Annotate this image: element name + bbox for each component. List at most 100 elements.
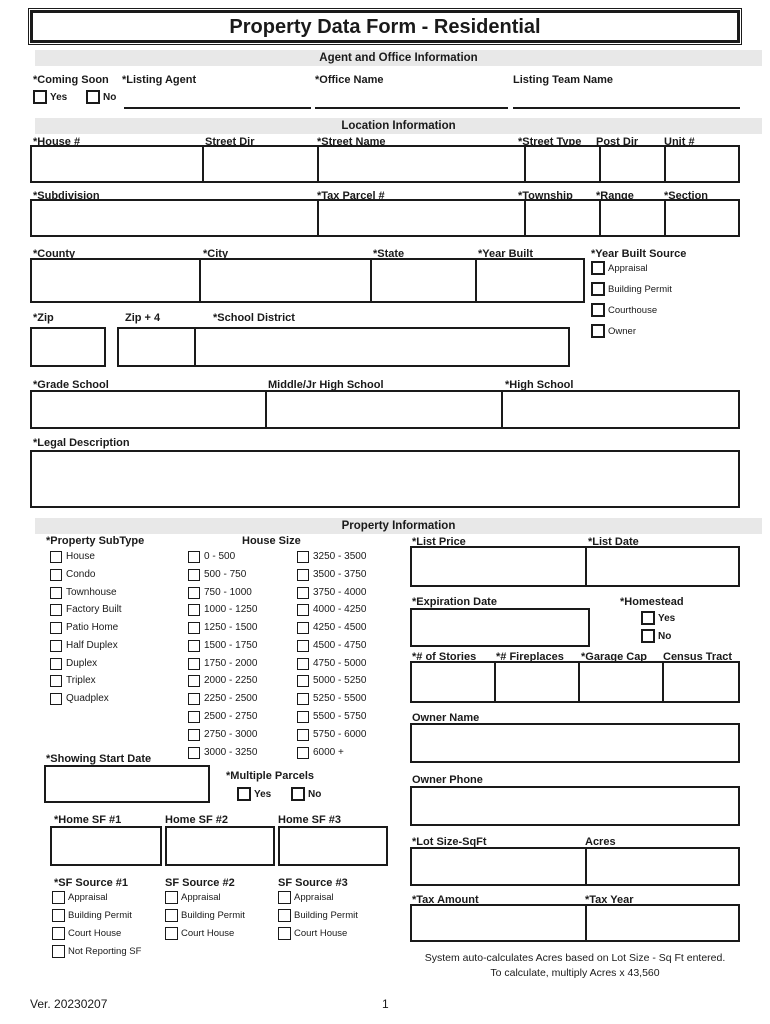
homestead-no-checkbox[interactable] xyxy=(641,629,655,643)
house-size-checkbox[interactable] xyxy=(188,587,200,599)
subdivision-field[interactable] xyxy=(30,199,319,237)
home-sf2-field[interactable] xyxy=(165,826,275,866)
expiration-date-field[interactable] xyxy=(410,608,590,647)
listing-agent-input[interactable] xyxy=(124,93,311,109)
house-size-checkbox[interactable] xyxy=(188,551,200,563)
coming-soon-no-checkbox[interactable] xyxy=(86,90,100,104)
house-size-checkbox[interactable] xyxy=(297,622,309,634)
sf3-building-permit-checkbox[interactable] xyxy=(278,909,291,922)
zip4-field[interactable] xyxy=(117,327,196,367)
grade-school-field[interactable] xyxy=(30,390,267,429)
subtype-townhouse-checkbox[interactable] xyxy=(50,587,62,599)
sf2-appraisal-label: Appraisal xyxy=(181,892,221,903)
subtype-house-checkbox[interactable] xyxy=(50,551,62,563)
house-size-checkbox[interactable] xyxy=(188,675,200,687)
homestead-yes-checkbox[interactable] xyxy=(641,611,655,625)
house-size-checkbox[interactable] xyxy=(297,569,309,581)
house-size-checkbox[interactable] xyxy=(297,675,309,687)
legal-description-field[interactable] xyxy=(30,450,740,508)
county-field[interactable] xyxy=(30,258,201,303)
garage-cap-field[interactable] xyxy=(578,661,664,703)
sf2-court-house-checkbox[interactable] xyxy=(165,927,178,940)
subtype-triplex-checkbox[interactable] xyxy=(50,675,62,687)
year-built-source-owner-checkbox[interactable] xyxy=(591,324,605,338)
sf3-court-house-label: Court House xyxy=(294,928,348,939)
house-size-checkbox[interactable] xyxy=(297,658,309,670)
high-school-field[interactable] xyxy=(501,390,740,429)
house-size-checkbox[interactable] xyxy=(297,604,309,616)
tax-parcel-field[interactable] xyxy=(317,199,526,237)
subtype-duplex-checkbox[interactable] xyxy=(50,658,62,670)
sf1-not-reporting-checkbox[interactable] xyxy=(52,945,65,958)
year-built-source-building-permit-checkbox[interactable] xyxy=(591,282,605,296)
year-built-field[interactable] xyxy=(475,258,585,303)
house-size-checkbox[interactable] xyxy=(297,747,309,759)
sf3-court-house-checkbox[interactable] xyxy=(278,927,291,940)
section-field[interactable] xyxy=(664,199,740,237)
list-price-field[interactable] xyxy=(410,546,587,587)
house-size-checkbox[interactable] xyxy=(188,747,200,759)
street-name-field[interactable] xyxy=(317,145,526,183)
school-district-label: *School District xyxy=(213,312,295,324)
house-size-checkbox[interactable] xyxy=(188,604,200,616)
owner-phone-field[interactable] xyxy=(410,786,740,826)
sf3-appraisal-checkbox[interactable] xyxy=(278,891,291,904)
city-field[interactable] xyxy=(199,258,372,303)
home-sf1-field[interactable] xyxy=(50,826,162,866)
house-size-option-label: 5500 - 5750 xyxy=(313,711,367,722)
sf1-building-permit-checkbox[interactable] xyxy=(52,909,65,922)
house-size-checkbox[interactable] xyxy=(188,658,200,670)
owner-name-field[interactable] xyxy=(410,723,740,763)
subtype-condo-checkbox[interactable] xyxy=(50,569,62,581)
subtype-patio-home-checkbox[interactable] xyxy=(50,622,62,634)
tax-year-field[interactable] xyxy=(585,904,740,942)
census-tract-field[interactable] xyxy=(662,661,740,703)
year-built-source-appraisal-checkbox[interactable] xyxy=(591,261,605,275)
house-size-checkbox[interactable] xyxy=(297,640,309,652)
house-size-checkbox[interactable] xyxy=(188,693,200,705)
stories-field[interactable] xyxy=(410,661,496,703)
year-built-source-courthouse-checkbox[interactable] xyxy=(591,303,605,317)
house-size-checkbox[interactable] xyxy=(188,640,200,652)
house-size-checkbox[interactable] xyxy=(188,569,200,581)
post-dir-field[interactable] xyxy=(599,145,666,183)
house-size-checkbox[interactable] xyxy=(297,711,309,723)
house-size-checkbox[interactable] xyxy=(297,693,309,705)
school-district-field[interactable] xyxy=(194,327,570,367)
coming-soon-yes-checkbox[interactable] xyxy=(33,90,47,104)
multiple-parcels-yes-checkbox[interactable] xyxy=(237,787,251,801)
sf2-court-house-label: Court House xyxy=(181,928,235,939)
township-field[interactable] xyxy=(524,199,601,237)
house-size-checkbox[interactable] xyxy=(297,587,309,599)
house-size-checkbox[interactable] xyxy=(297,729,309,741)
subtype-quadplex-checkbox[interactable] xyxy=(50,693,62,705)
house-size-checkbox[interactable] xyxy=(188,622,200,634)
subtype-half-duplex-checkbox[interactable] xyxy=(50,640,62,652)
home-sf3-field[interactable] xyxy=(278,826,388,866)
sf1-court-house-checkbox[interactable] xyxy=(52,927,65,940)
multiple-parcels-no-checkbox[interactable] xyxy=(291,787,305,801)
house-size-checkbox[interactable] xyxy=(188,711,200,723)
sf2-building-permit-checkbox[interactable] xyxy=(165,909,178,922)
listing-team-input[interactable] xyxy=(513,93,740,109)
tax-amount-field[interactable] xyxy=(410,904,587,942)
unit-number-field[interactable] xyxy=(664,145,740,183)
state-field[interactable] xyxy=(370,258,477,303)
office-name-input[interactable] xyxy=(315,93,508,109)
acres-field[interactable] xyxy=(585,847,740,886)
list-date-field[interactable] xyxy=(585,546,740,587)
house-number-field[interactable] xyxy=(30,145,204,183)
lot-size-field[interactable] xyxy=(410,847,587,886)
sf1-appraisal-checkbox[interactable] xyxy=(52,891,65,904)
street-type-field[interactable] xyxy=(524,145,601,183)
house-size-checkbox[interactable] xyxy=(297,551,309,563)
fireplaces-field[interactable] xyxy=(494,661,580,703)
subtype-factory-built-checkbox[interactable] xyxy=(50,604,62,616)
sf2-appraisal-checkbox[interactable] xyxy=(165,891,178,904)
range-field[interactable] xyxy=(599,199,666,237)
zip-field[interactable] xyxy=(30,327,106,367)
showing-start-date-field[interactable] xyxy=(44,765,210,803)
street-dir-field[interactable] xyxy=(202,145,319,183)
middle-school-field[interactable] xyxy=(265,390,503,429)
house-size-checkbox[interactable] xyxy=(188,729,200,741)
